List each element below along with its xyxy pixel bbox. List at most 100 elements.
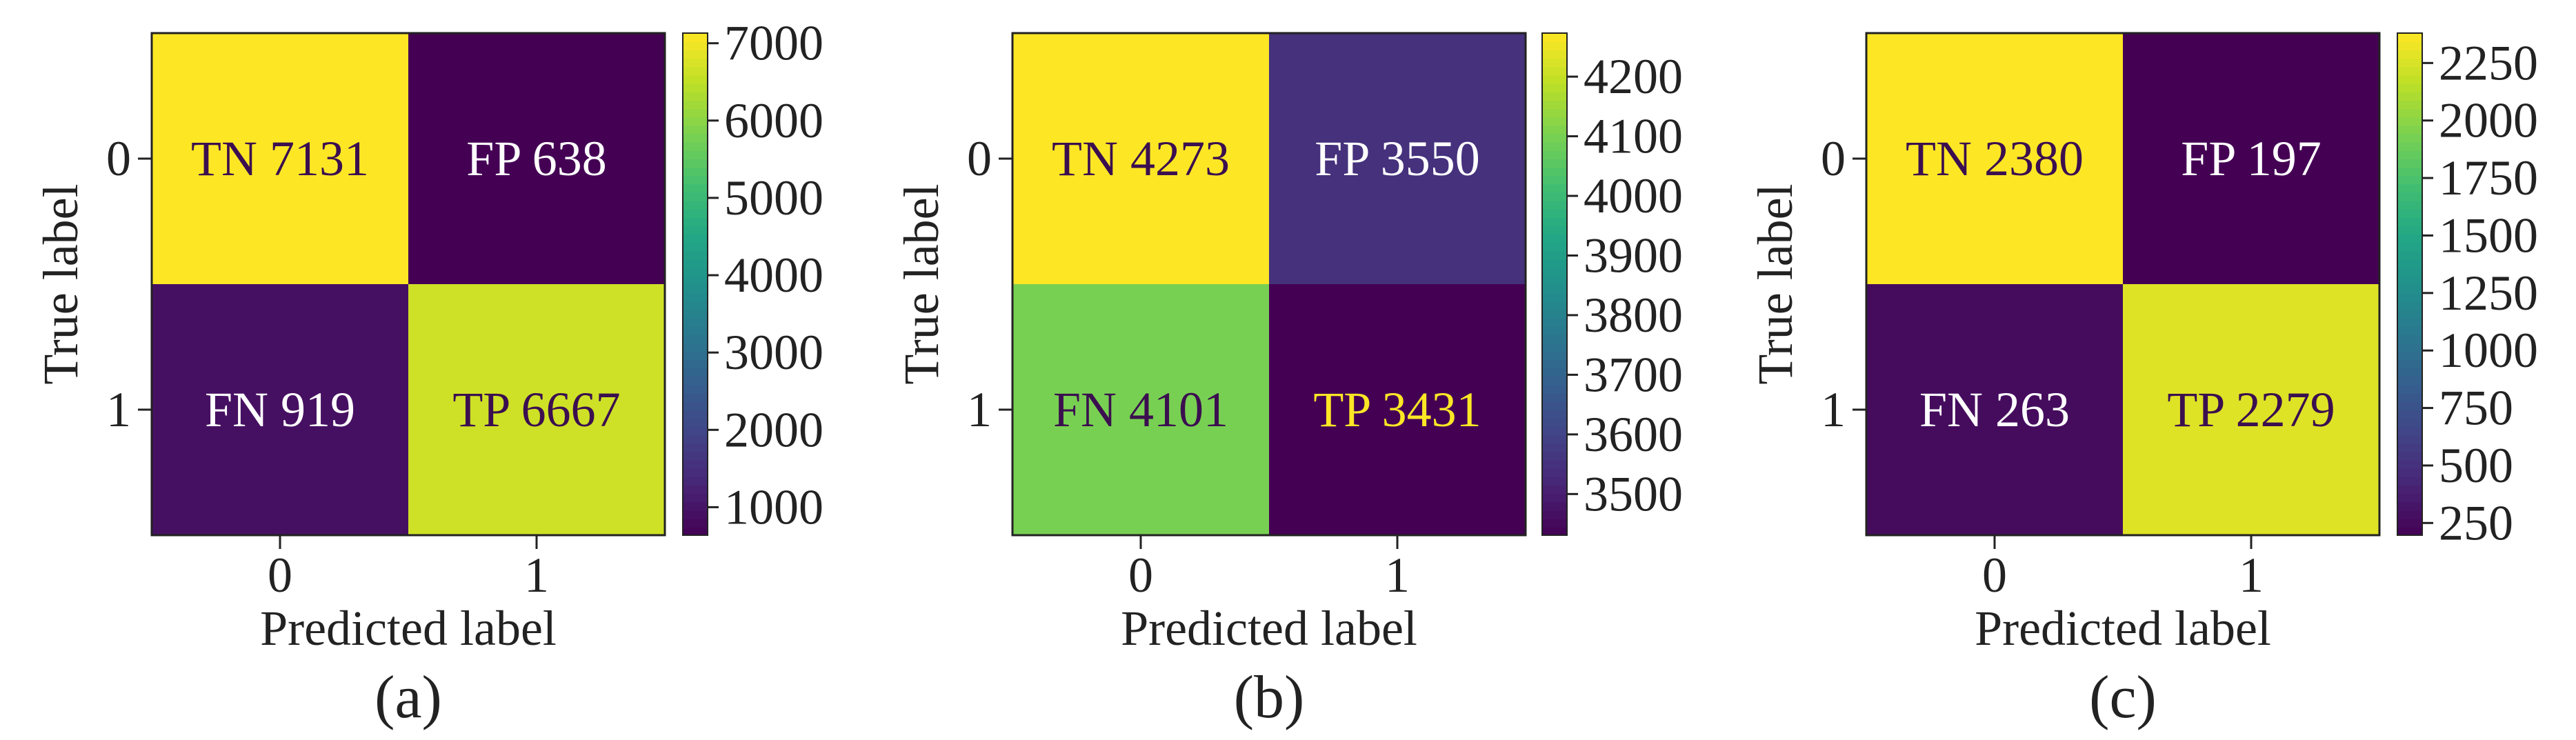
colorbar-segment <box>683 275 708 285</box>
colorbar-segment <box>683 392 708 402</box>
colorbar-segment <box>1542 175 1567 185</box>
matrix-cell <box>408 284 665 535</box>
colorbar-segment <box>1542 284 1567 294</box>
cell-class-label: FP <box>2181 131 2235 186</box>
colorbar-segment <box>683 518 708 528</box>
colorbar-segment <box>683 410 708 419</box>
colorbar-segment <box>1542 359 1567 369</box>
colorbar-tick-label: 3600 <box>1584 407 1683 462</box>
cell-value-label: FN 4101 <box>1053 382 1228 437</box>
colorbar-segment <box>683 284 708 294</box>
cell-class-label: TP <box>1313 382 1370 437</box>
cell-value-label: TN 2380 <box>1906 131 2084 186</box>
cell-count: 919 <box>281 382 355 437</box>
colorbar-segment <box>2397 510 2422 519</box>
colorbar-segment <box>683 200 708 210</box>
colorbar-segment <box>683 33 708 43</box>
colorbar-segment <box>1542 234 1567 243</box>
matrix-cell <box>152 33 408 284</box>
colorbar-segment <box>2397 217 2422 227</box>
cell-count: 6667 <box>521 382 621 437</box>
colorbar-segment <box>683 159 708 168</box>
colorbar-segment <box>2397 426 2422 436</box>
colorbar-segment <box>1542 183 1567 193</box>
colorbar-segment <box>2397 66 2422 76</box>
colorbar-segment <box>2397 50 2422 59</box>
x-tick-label: 1 <box>1385 548 1410 603</box>
colorbar-segment <box>2397 477 2422 486</box>
colorbar-segment <box>1542 292 1567 302</box>
colorbar-segment <box>683 217 708 227</box>
colorbar-segment <box>2397 485 2422 494</box>
cell-value-label: FN 263 <box>1919 382 2070 437</box>
colorbar-segment <box>2397 83 2422 92</box>
y-tick-label: 0 <box>1821 131 1846 186</box>
colorbar-segment <box>2397 376 2422 386</box>
colorbar-segment <box>2397 259 2422 268</box>
matrix-cell <box>1012 284 1269 535</box>
colorbar-tick-label: 4100 <box>1584 109 1683 164</box>
colorbar-tick-label: 1500 <box>2439 208 2538 263</box>
colorbar-segment <box>2397 309 2422 319</box>
heatmap-frame <box>150 32 666 537</box>
colorbar-segment <box>2397 208 2422 218</box>
colorbar-segment <box>2397 133 2422 143</box>
colorbar-segment <box>2397 183 2422 193</box>
x-tick-label: 0 <box>268 548 292 603</box>
colorbar-segment <box>683 501 708 511</box>
colorbar-segment <box>1542 208 1567 218</box>
colorbar-segment <box>1542 117 1567 126</box>
cell-value-label: FP 638 <box>466 131 606 186</box>
y-tick-label: 1 <box>106 382 131 437</box>
colorbar-segment <box>1542 250 1567 260</box>
panel-label: (c) <box>2089 664 2157 731</box>
matrix-cell <box>2123 33 2379 284</box>
colorbar-tick-label: 6000 <box>724 93 823 148</box>
colorbar-segment <box>1542 108 1567 118</box>
colorbar-segment <box>2397 434 2422 444</box>
colorbar-segment <box>683 459 708 469</box>
colorbar-segment <box>2397 401 2422 410</box>
cell-class-label: TN <box>1906 131 1972 186</box>
colorbar-segment <box>683 426 708 436</box>
colorbar-segment <box>1542 301 1567 310</box>
colorbar-segment <box>1542 451 1567 461</box>
colorbar-segment <box>2397 342 2422 352</box>
colorbar-segment <box>683 309 708 319</box>
colorbar-segment <box>683 401 708 410</box>
matrix-cell <box>1269 33 1526 284</box>
colorbar-segment <box>683 301 708 310</box>
x-tick-label: 0 <box>1128 548 1153 603</box>
colorbar-segment <box>683 91 708 101</box>
y-tick-label: 1 <box>967 382 992 437</box>
colorbar-segment <box>1542 83 1567 92</box>
colorbar-segment <box>683 526 708 536</box>
colorbar-segment <box>1542 317 1567 327</box>
colorbar-segment <box>2397 410 2422 419</box>
cell-count: 3550 <box>1381 131 1480 186</box>
colorbar-tick-label: 1250 <box>2439 266 2538 321</box>
colorbar-segment <box>683 83 708 92</box>
colorbar-segment <box>2397 125 2422 134</box>
colorbar-segment <box>1542 410 1567 419</box>
cell-count: 3431 <box>1382 382 1481 437</box>
colorbar-segment <box>1542 510 1567 519</box>
x-axis-label: Predicted label <box>260 601 557 656</box>
x-tick-label: 0 <box>1982 548 2007 603</box>
cell-value-label: TN 7131 <box>191 131 369 186</box>
colorbar-segment <box>2397 141 2422 151</box>
colorbar-segment <box>1542 125 1567 134</box>
cell-value-label: TN 4273 <box>1052 131 1230 186</box>
colorbar-tick-label: 3700 <box>1584 347 1683 402</box>
colorbar-segment <box>1542 50 1567 59</box>
colorbar-segment <box>1542 485 1567 494</box>
colorbar-segment <box>683 50 708 59</box>
colorbar-tick-label: 2000 <box>724 402 823 457</box>
heatmap-frame <box>1011 32 1527 537</box>
colorbar-tick-label: 7000 <box>724 16 823 71</box>
colorbar-segment <box>2397 226 2422 235</box>
colorbar-tick-label: 500 <box>2439 438 2513 493</box>
